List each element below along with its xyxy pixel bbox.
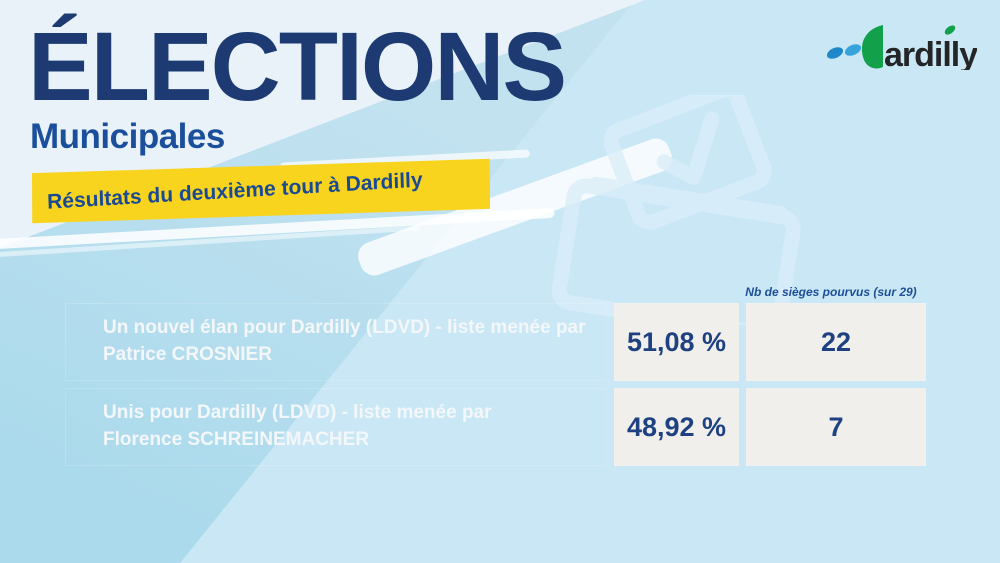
table-row-list-cell: Un nouvel élan pour Dardilly (LDVD) - li… <box>65 303 607 381</box>
logo-leaf-icon <box>826 47 844 59</box>
list-leader: Florence SCHREINEMACHER <box>103 429 370 450</box>
list-name: Un nouvel élan pour Dardilly (LDVD) - li… <box>103 317 586 339</box>
logo-leaf-d-icon <box>861 25 883 69</box>
page-subtitle: Municipales <box>30 117 225 156</box>
table-row-seats-cell: 7 <box>746 388 926 466</box>
logo-wordmark: ardilly <box>884 36 977 70</box>
logo-leaf-icon <box>844 44 862 56</box>
list-leader: Patrice CROSNIER <box>103 344 272 365</box>
logo-accent-leaf-icon <box>944 25 956 35</box>
table-row-percent-cell: 51,08 % <box>614 303 739 381</box>
list-name: Unis pour Dardilly (LDVD) - liste menée … <box>103 402 492 424</box>
table-row-seats-cell: 22 <box>746 303 926 381</box>
table-row-list-cell: Unis pour Dardilly (LDVD) - liste menée … <box>65 388 607 466</box>
dardilly-logo: ardilly <box>826 25 977 70</box>
table-row-percent-cell: 48,92 % <box>614 388 739 466</box>
results-table: Un nouvel élan pour Dardilly (LDVD) - li… <box>65 303 926 466</box>
results-banner-label: Résultats du deuxième tour à Dardilly <box>46 168 423 214</box>
seats-column-header: Nb de sièges pourvus (sur 29) <box>745 285 917 299</box>
page-title: ÉLECTIONS <box>28 12 567 121</box>
